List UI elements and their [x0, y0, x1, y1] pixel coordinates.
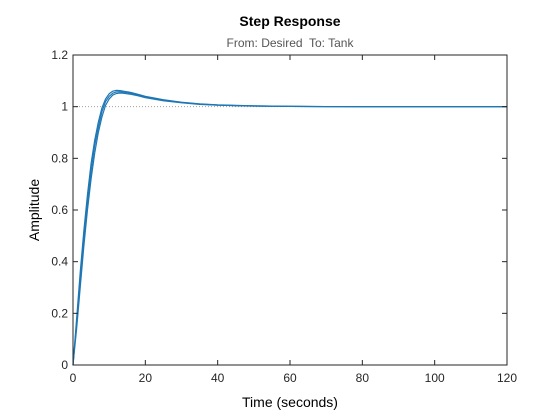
y-axis-label: Amplitude	[26, 179, 42, 241]
chart-title: Step Response	[239, 13, 340, 29]
x-tick-label: 80	[356, 371, 370, 385]
x-axis-label: Time (seconds)	[242, 394, 338, 410]
x-tick-label: 20	[139, 371, 153, 385]
plot-area	[73, 55, 507, 365]
y-tick-label: 0.2	[51, 306, 68, 320]
x-tick-label: 120	[497, 371, 517, 385]
chart-subtitle: From: Desired To: Tank	[227, 36, 355, 50]
x-tick-label: 40	[211, 371, 225, 385]
x-tick-label: 60	[283, 371, 297, 385]
y-tick-label: 0	[61, 358, 68, 372]
y-tick-label: 1	[61, 100, 68, 114]
y-tick-label: 0.4	[51, 255, 68, 269]
y-tick-label: 0.8	[51, 151, 68, 165]
x-tick-label: 0	[70, 371, 77, 385]
step-response-line-3	[72, 92, 507, 366]
y-tick-label: 0.6	[51, 203, 68, 217]
y-tick-label: 1.2	[51, 48, 68, 62]
x-tick-label: 100	[425, 371, 445, 385]
